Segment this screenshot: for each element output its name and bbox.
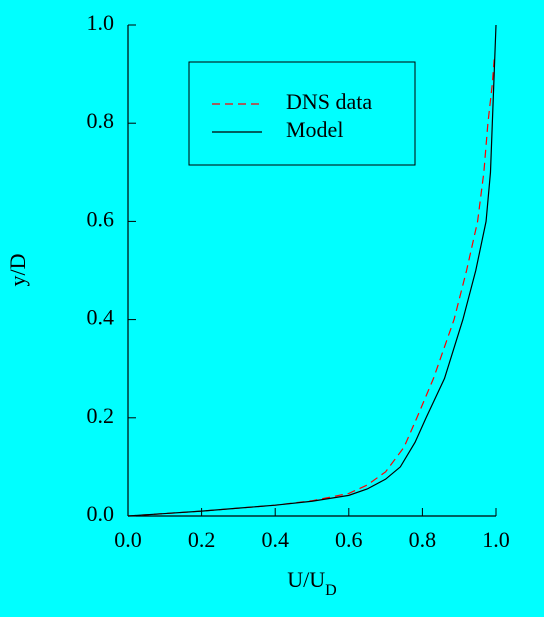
x-tick-label: 0.2 [188,527,216,552]
y-tick-label: 0.0 [87,501,115,526]
x-axis-label-sub: D [325,582,337,599]
x-tick-label: 0.6 [335,527,363,552]
y-axis-label: y/D [5,254,30,287]
x-tick-label: 0.4 [261,527,289,552]
y-tick-label: 0.8 [87,108,115,133]
x-axis-label-main: U/U [287,567,325,592]
legend-box [188,61,416,166]
y-tick-label: 0.2 [87,403,115,428]
y-tick-label: 1.0 [87,10,115,35]
y-tick-label: 0.4 [87,305,115,330]
legend-label: Model [286,117,343,142]
series-line [127,24,497,517]
x-tick-label: 0.0 [114,527,142,552]
x-tick-label: 1.0 [482,527,510,552]
x-tick-label: 0.8 [409,527,437,552]
y-tick-label: 0.6 [87,206,115,231]
x-axis-label: U/UD [287,567,336,599]
legend-label: DNS data [286,89,372,114]
